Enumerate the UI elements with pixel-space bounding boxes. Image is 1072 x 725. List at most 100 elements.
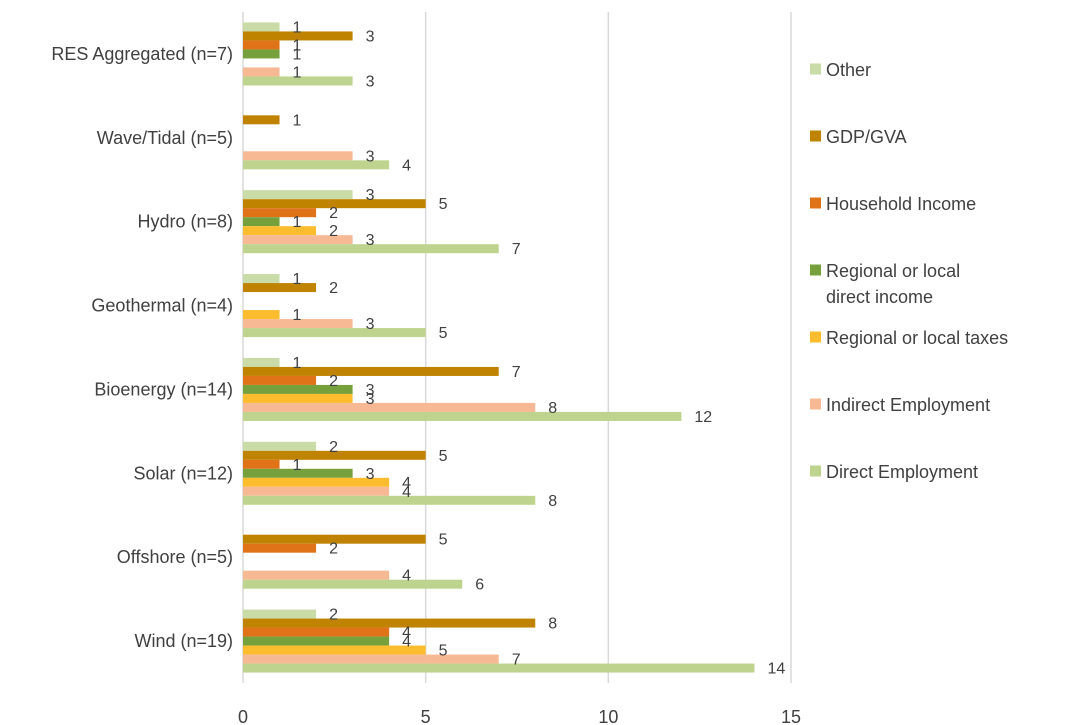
data-label-regional-or-local-taxes: 4	[402, 475, 411, 492]
x-tick-label: 5	[421, 707, 431, 725]
bar-regional-or-local-direct-income	[243, 384, 353, 394]
bar-other	[243, 357, 280, 367]
data-label-other: 1	[293, 19, 302, 36]
bar-other	[243, 274, 280, 284]
legend-swatch-indirect-employment	[810, 398, 821, 410]
data-label-regional-or-local-taxes: 5	[439, 643, 448, 660]
category-label-hydro-n-8: Hydro (n=8)	[137, 212, 233, 232]
bar-indirect-employment	[243, 151, 353, 161]
data-label-indirect-employment: 3	[366, 232, 375, 249]
legend: Other GDP/GVA Household Income Regional or …	[810, 60, 1008, 482]
data-label-direct-employment: 5	[439, 325, 448, 342]
bar-regional-or-local-taxes	[243, 645, 426, 655]
data-label-other: 1	[293, 355, 302, 372]
data-label-gdp-gva: 1	[293, 112, 302, 129]
data-label-regional-or-local-direct-income: 3	[366, 466, 375, 483]
data-label-regional-or-local-direct-income: 4	[402, 634, 411, 651]
bar-other	[243, 441, 317, 451]
bar-gdp-gva	[243, 534, 426, 544]
bar-regional-or-local-direct-income	[243, 468, 353, 478]
legend-swatch-other	[810, 63, 821, 75]
bar-direct-employment	[243, 76, 353, 86]
bar-direct-employment	[243, 160, 390, 170]
legend-label-household-income: Household Income	[826, 194, 976, 214]
data-label-direct-employment: 3	[366, 73, 375, 90]
bar-gdp-gva	[243, 283, 317, 293]
data-label-other: 2	[329, 439, 338, 456]
bar-other	[243, 609, 317, 619]
bar-regional-or-local-taxes	[243, 310, 280, 320]
data-label-regional-or-local-direct-income: 1	[293, 46, 302, 63]
category-label-offshore-n-5: Offshore (n=5)	[117, 547, 233, 567]
bar-other	[243, 22, 280, 32]
data-labels: 1311131343521237121351723381225134485246…	[293, 19, 786, 677]
data-label-indirect-employment: 8	[548, 400, 557, 417]
bar-regional-or-local-taxes	[243, 226, 317, 236]
data-label-regional-or-local-taxes: 2	[329, 223, 338, 240]
bar-other	[243, 190, 353, 200]
category-label-geothermal-n-4: Geothermal (n=4)	[91, 296, 233, 316]
legend-label-indirect-employment: Indirect Employment	[826, 395, 990, 415]
bar-household-income	[243, 40, 280, 50]
data-label-direct-employment: 8	[548, 493, 557, 510]
data-label-household-income: 2	[329, 373, 338, 390]
bar-direct-employment	[243, 244, 499, 254]
legend-swatch-direct-employment	[810, 465, 821, 477]
legend-label-gdp-gva: GDP/GVA	[826, 127, 907, 147]
data-label-regional-or-local-direct-income: 3	[366, 382, 375, 399]
x-tick-label: 0	[238, 707, 248, 725]
bar-regional-or-local-direct-income	[243, 217, 280, 227]
bar-gdp-gva	[243, 366, 499, 376]
bar-regional-or-local-direct-income	[243, 636, 390, 646]
data-label-other: 3	[366, 187, 375, 204]
bars	[243, 22, 755, 673]
data-label-gdp-gva: 3	[366, 28, 375, 45]
data-label-indirect-employment: 4	[402, 568, 411, 585]
bar-direct-employment	[243, 579, 463, 589]
data-label-indirect-employment: 3	[366, 148, 375, 165]
legend-label-direct-employment: Direct Employment	[826, 462, 978, 482]
bar-gdp-gva	[243, 618, 536, 628]
bar-gdp-gva	[243, 115, 280, 125]
data-label-other: 1	[293, 271, 302, 288]
data-label-regional-or-local-taxes: 1	[293, 307, 302, 324]
legend-swatch-household-income	[810, 197, 821, 209]
bar-indirect-employment	[243, 570, 390, 580]
legend-swatch-gdp-gva	[810, 130, 821, 142]
legend-swatch-regional-or-local-taxes	[810, 331, 821, 343]
data-label-gdp-gva: 2	[329, 280, 338, 297]
bar-household-income	[243, 459, 280, 469]
data-label-gdp-gva: 8	[548, 616, 557, 633]
category-label-wind-n-19: Wind (n=19)	[134, 631, 233, 651]
data-label-gdp-gva: 5	[439, 448, 448, 465]
data-label-household-income: 2	[329, 541, 338, 558]
legend-swatch-regional-or-local-direct-income	[810, 264, 821, 276]
bar-regional-or-local-taxes	[243, 393, 353, 403]
bar-indirect-employment	[243, 654, 499, 664]
data-label-gdp-gva: 7	[512, 364, 521, 381]
data-label-regional-or-local-taxes: 3	[366, 391, 375, 408]
bar-gdp-gva	[243, 450, 426, 460]
bar-household-income	[243, 208, 317, 218]
data-label-direct-employment: 6	[475, 577, 484, 594]
data-label-direct-employment: 12	[694, 409, 712, 426]
bar-household-income	[243, 543, 317, 553]
legend-label-regional-or-local-direct-income: Regional or local direct income	[826, 261, 960, 307]
bar-gdp-gva	[243, 31, 353, 41]
bar-household-income	[243, 627, 390, 637]
legend-label-regional-or-local-taxes: Regional or local taxes	[826, 328, 1008, 348]
data-label-indirect-employment: 7	[512, 652, 521, 669]
data-label-gdp-gva: 5	[439, 196, 448, 213]
data-label-direct-employment: 7	[512, 241, 521, 258]
bar-indirect-employment	[243, 486, 390, 496]
data-label-direct-employment: 4	[402, 157, 411, 174]
bar-gdp-gva	[243, 199, 426, 209]
bar-regional-or-local-direct-income	[243, 49, 280, 59]
data-label-household-income: 1	[293, 457, 302, 474]
data-label-household-income: 1	[293, 37, 302, 54]
category-label-wave-tidal-n-5: Wave/Tidal (n=5)	[97, 128, 233, 148]
data-label-household-income: 2	[329, 205, 338, 222]
data-label-gdp-gva: 5	[439, 532, 448, 549]
bar-indirect-employment	[243, 235, 353, 245]
data-label-regional-or-local-direct-income: 1	[293, 214, 302, 231]
